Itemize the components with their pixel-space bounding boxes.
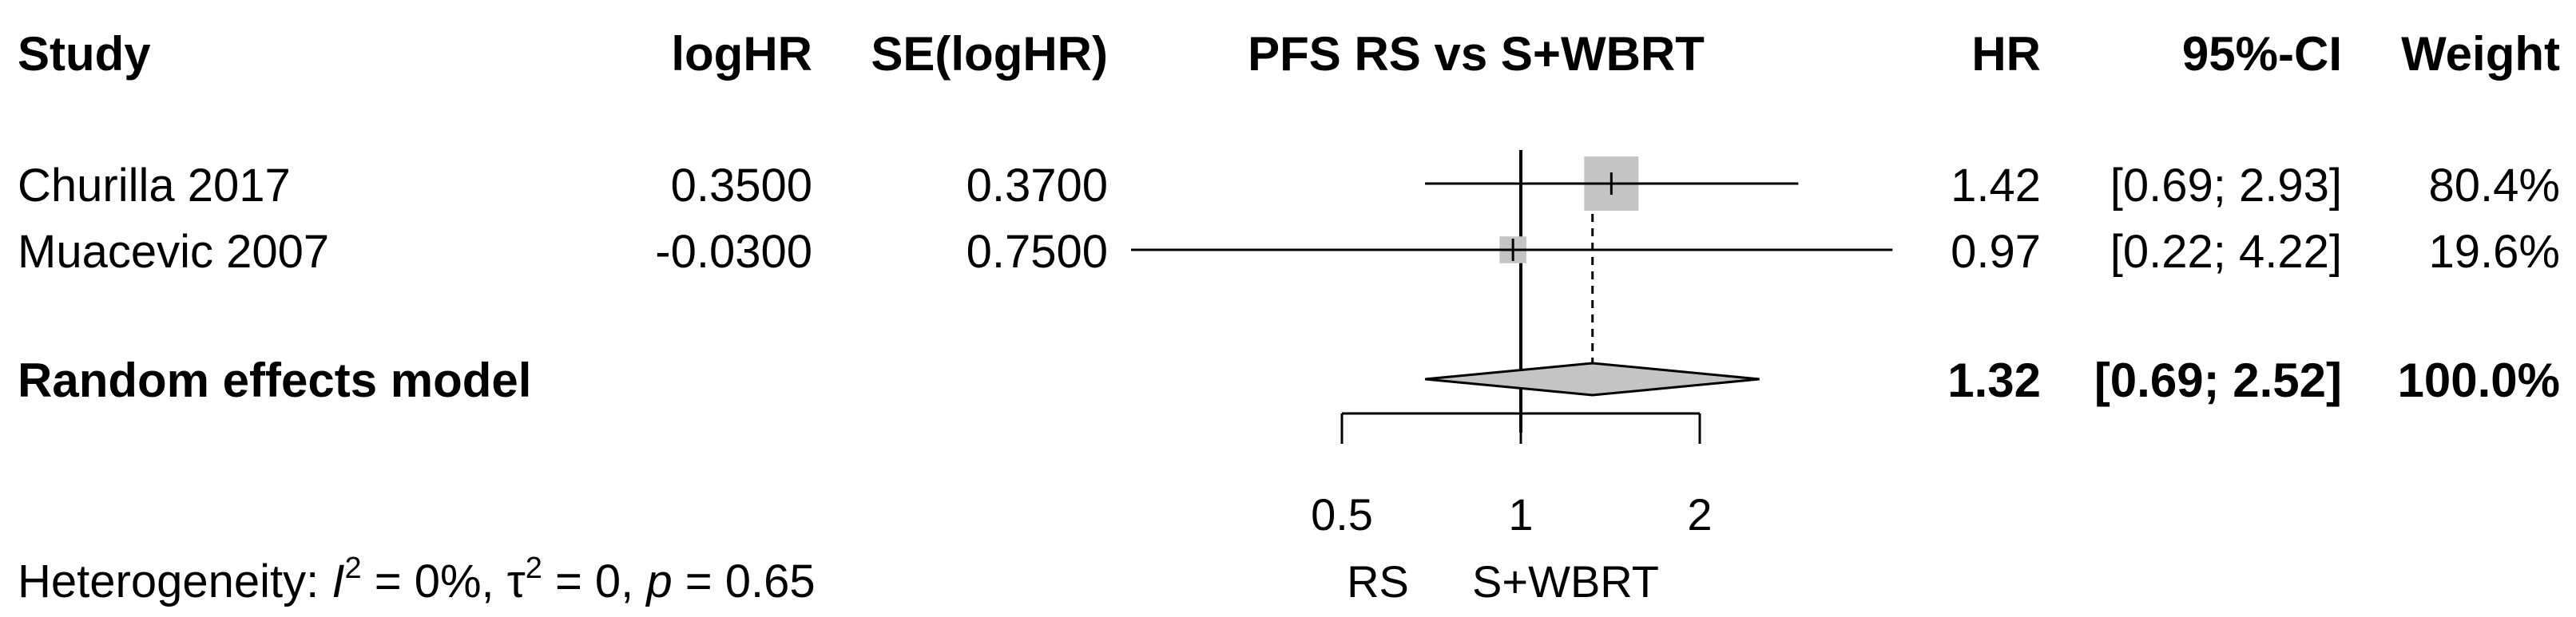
i2-value: = 0%,	[362, 556, 507, 607]
study-name: Muacevic 2007	[18, 226, 329, 278]
study-loghr: -0.0300	[655, 226, 812, 278]
study-ci: [0.69; 2.93]	[2110, 160, 2342, 212]
x-tick-label: 1	[1508, 489, 1533, 540]
study-ci: [0.22; 4.22]	[2110, 226, 2342, 278]
study-hr: 0.97	[1951, 226, 2041, 278]
p-value: = 0.65	[673, 556, 816, 607]
tau2-superscript: 2	[526, 552, 542, 585]
p-symbol: p	[645, 556, 672, 607]
header-study: Study	[18, 27, 151, 81]
study-weight: 19.6%	[2429, 226, 2560, 278]
tau2-value: = 0,	[542, 556, 647, 607]
header-plot: PFS RS vs S+WBRT	[1248, 27, 1705, 81]
pooled-hr: 1.32	[1947, 354, 2041, 407]
tau2-symbol: τ	[507, 556, 526, 607]
study-weight: 80.4%	[2429, 160, 2560, 212]
x-label-left: RS	[1347, 556, 1409, 607]
heterogeneity-prefix: Heterogeneity:	[18, 556, 331, 607]
pooled-name: Random effects model	[18, 354, 531, 407]
header-ci: 95%-CI	[2182, 27, 2342, 81]
study-loghr: 0.3500	[671, 160, 812, 212]
heterogeneity-text: Heterogeneity: I2 = 0%, τ2 = 0, p = 0.65	[18, 552, 816, 607]
header-loghr: logHR	[671, 27, 812, 81]
i2-symbol: I	[331, 556, 344, 607]
study-se: 0.3700	[966, 160, 1108, 212]
study-hr: 1.42	[1951, 160, 2041, 212]
i2-superscript: 2	[344, 552, 361, 585]
study-name: Churilla 2017	[18, 160, 291, 212]
x-label-right: S+WBRT	[1472, 556, 1659, 607]
x-tick-label: 0.5	[1311, 489, 1373, 540]
x-tick-label: 2	[1687, 489, 1712, 540]
forest-marks	[1131, 150, 1893, 444]
header-se: SE(logHR)	[871, 27, 1108, 81]
pooled-ci: [0.69; 2.52]	[2094, 354, 2342, 407]
header-weight: Weight	[2401, 27, 2560, 81]
pooled-weight: 100.0%	[2398, 354, 2561, 407]
pooled-diamond	[1424, 362, 1760, 397]
study-se: 0.7500	[966, 226, 1108, 278]
header-hr: HR	[1971, 27, 2041, 81]
